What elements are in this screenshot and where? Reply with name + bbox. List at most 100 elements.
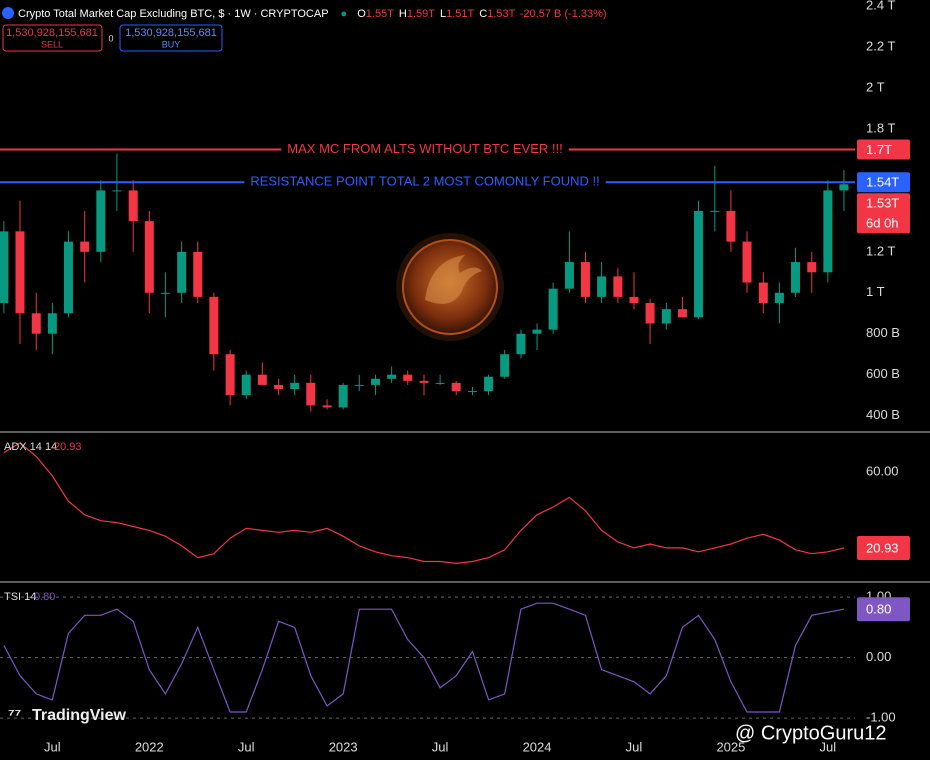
candle-body	[419, 380, 429, 383]
ohlc-value: 1.51T	[446, 8, 474, 20]
ohlc-key: H	[399, 8, 407, 20]
candle-body	[774, 292, 784, 304]
buy-box[interactable]	[119, 24, 223, 52]
candle-body	[597, 276, 607, 297]
candle-body	[371, 378, 381, 385]
indicator-line	[3, 442, 845, 565]
sell-button[interactable]: 1,530,928,155,681 SELL	[2, 24, 103, 52]
candle-body	[274, 384, 284, 390]
candle-body	[807, 262, 817, 273]
candle-body	[31, 313, 41, 334]
candle-body	[387, 374, 397, 379]
candle-body	[645, 303, 655, 324]
candle-body	[144, 221, 154, 293]
y-tick-label: 400 B	[866, 407, 900, 422]
brand-logo: ⁷⁷	[8, 707, 21, 724]
candle-body	[160, 292, 170, 294]
candle-body	[80, 241, 90, 252]
candle-body	[177, 251, 187, 293]
candle-body	[306, 382, 316, 406]
line-annotation: MAX MC FROM ALTS WITHOUT BTC EVER !!!	[287, 141, 562, 156]
candle-body	[710, 210, 720, 212]
ohlc-value: 1.53T	[487, 8, 515, 20]
candle-body	[112, 190, 122, 192]
x-tick-label: Jul	[238, 739, 255, 754]
sell-label[interactable]: SELL	[41, 39, 63, 49]
x-tick-label: Jul	[626, 739, 643, 754]
sell-box[interactable]	[2, 24, 103, 52]
value-tag	[857, 536, 910, 561]
price-tag	[857, 139, 910, 160]
indicator-name: ADX 14 14	[4, 441, 57, 453]
x-tick-label: 2025	[716, 739, 745, 754]
buy-button[interactable]: 1,530,928,155,681 BUY	[119, 24, 223, 52]
sell-price[interactable]: 1,530,928,155,681	[6, 27, 98, 39]
author: @ CryptoGuru12	[735, 722, 886, 744]
candle-body	[467, 391, 477, 393]
candle-body	[257, 374, 267, 385]
candle-body	[225, 354, 235, 396]
change: -20.57 B (-1.33%)	[520, 8, 607, 20]
header: Crypto Total Market Cap Excluding BTC, $…	[18, 8, 607, 20]
candle-body	[209, 296, 219, 355]
candle-body	[548, 288, 558, 330]
candle-body	[241, 374, 251, 396]
candle-body	[193, 251, 203, 297]
ohlc-key: C	[479, 8, 487, 20]
spread: 0	[108, 33, 113, 43]
price-tag	[857, 172, 910, 193]
value-tag	[857, 597, 910, 622]
candle-body	[726, 210, 736, 242]
candle-body	[451, 382, 461, 392]
candle-body	[403, 374, 413, 381]
candle-body	[63, 241, 73, 314]
candle-body	[47, 313, 57, 334]
candle-body	[500, 354, 510, 377]
indicator-value: 0.80	[34, 591, 55, 603]
brand: TradingView	[32, 707, 127, 724]
price-tag-label: 1.53T	[866, 196, 899, 211]
candle-body	[338, 384, 348, 408]
buy-price[interactable]: 1,530,928,155,681	[125, 27, 217, 39]
ohlc-value: 1.55T	[366, 8, 394, 20]
price-tag-label: 1.7T	[866, 142, 892, 157]
y-tick-label: 800 B	[866, 325, 900, 340]
candle-body	[0, 231, 9, 304]
y-tick-label: 60.00	[866, 463, 899, 478]
candle-body	[581, 262, 591, 297]
x-tick-label: 2023	[329, 739, 358, 754]
candle-body	[629, 296, 639, 304]
y-tick-label: 600 B	[866, 366, 900, 381]
candle-body	[564, 262, 574, 289]
candle-body	[823, 190, 833, 273]
x-tick-label: 2024	[523, 739, 552, 754]
y-tick-label: 1 T	[866, 284, 885, 299]
y-tick-label: 2.4 T	[866, 0, 895, 13]
logo	[396, 233, 504, 341]
buy-label[interactable]: BUY	[162, 39, 181, 49]
candle-body	[790, 262, 800, 293]
annotation-backdrop	[281, 140, 569, 156]
value-tag-label: 0.80	[866, 602, 891, 617]
x-tick-label: Jul	[820, 739, 837, 754]
price-tag-label: 1.54T	[866, 175, 899, 190]
y-tick-label: 2 T	[866, 79, 885, 94]
price-tag	[857, 193, 910, 234]
symbol-icon	[2, 7, 14, 19]
y-tick-label: -1.00	[866, 710, 896, 725]
chart-title: Crypto Total Market Cap Excluding BTC, $…	[18, 8, 329, 20]
y-tick-label: 1.2 T	[866, 243, 895, 258]
candle-body	[613, 276, 623, 297]
x-tick-label: Jul	[44, 739, 61, 754]
annotation-backdrop	[244, 173, 606, 189]
candle-body	[322, 405, 332, 408]
indicator-value: 20.93	[54, 441, 82, 453]
candle-body	[758, 282, 768, 304]
ohlc-key: O	[357, 8, 366, 20]
candle-body	[96, 190, 106, 252]
candle-body	[354, 384, 364, 386]
x-tick-label: 2022	[135, 739, 164, 754]
y-tick-label: 2.2 T	[866, 39, 895, 54]
